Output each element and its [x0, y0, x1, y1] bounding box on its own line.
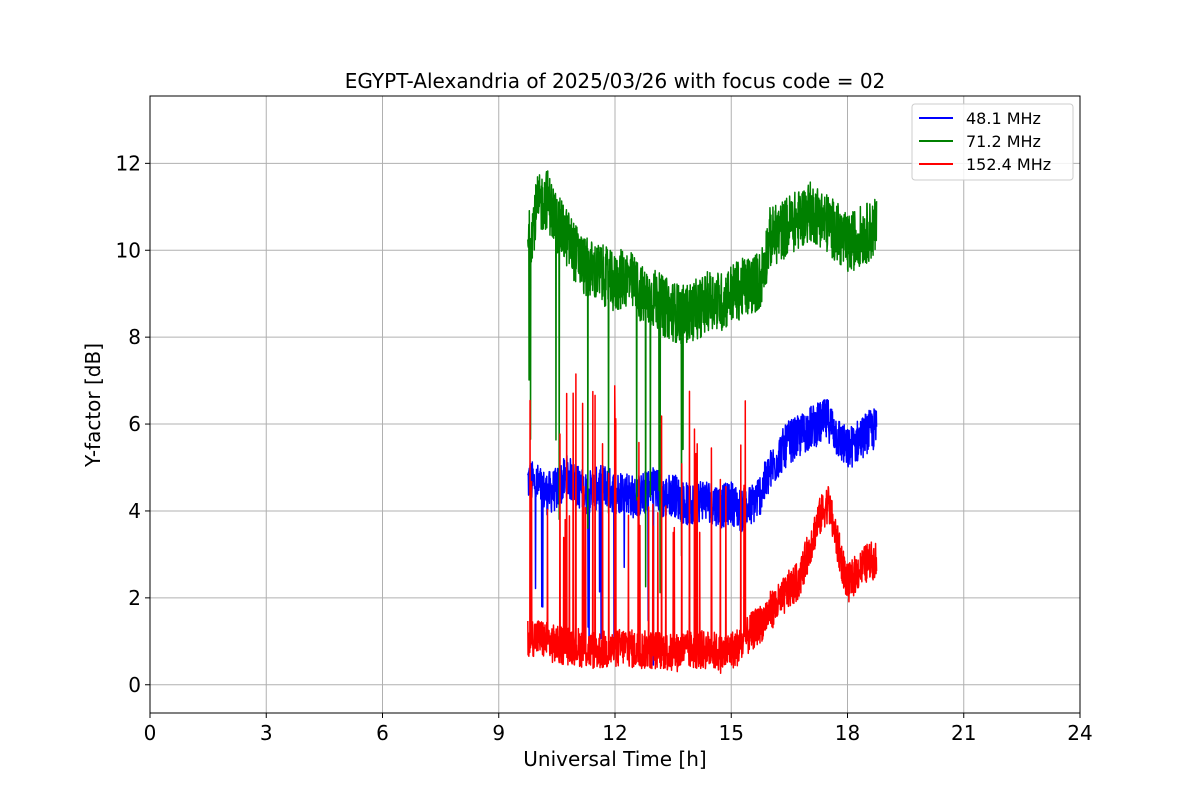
y-tick-label: 6: [128, 412, 141, 436]
series-line: [527, 373, 878, 675]
x-tick-label: 3: [260, 721, 273, 745]
x-axis-label: Universal Time [h]: [523, 747, 706, 771]
y-tick-label: 4: [128, 499, 141, 523]
legend: 48.1 MHz 71.2 MHz 152.4 MHz: [911, 103, 1074, 181]
y-tick-label: 2: [128, 586, 141, 610]
y-tick-label: 10: [116, 238, 141, 262]
legend-label: 71.2 MHz: [966, 132, 1041, 151]
x-tick-label: 6: [376, 721, 389, 745]
x-tick-label: 12: [602, 721, 627, 745]
series-layer: [527, 170, 878, 675]
y-tick-label: 8: [128, 325, 141, 349]
x-tick-label: 18: [835, 721, 860, 745]
legend-box: [911, 103, 1074, 181]
series-line: [527, 398, 878, 666]
x-tick-label: 24: [1067, 721, 1092, 745]
series-line: [527, 170, 878, 594]
y-tick-label: 12: [116, 151, 141, 175]
legend-label: 152.4 MHz: [966, 155, 1051, 174]
x-tick-label: 0: [144, 721, 157, 745]
y-axis-label: Y-factor [dB]: [81, 343, 105, 468]
x-tick-label: 15: [719, 721, 744, 745]
y-tick-label: 0: [128, 673, 141, 697]
legend-label: 48.1 MHz: [966, 109, 1041, 128]
legend-items: 48.1 MHz 71.2 MHz 152.4 MHz: [919, 109, 1051, 174]
x-tick-label: 9: [492, 721, 505, 745]
chart-title: EGYPT-Alexandria of 2025/03/26 with focu…: [345, 69, 886, 93]
x-tick-label: 21: [951, 721, 976, 745]
